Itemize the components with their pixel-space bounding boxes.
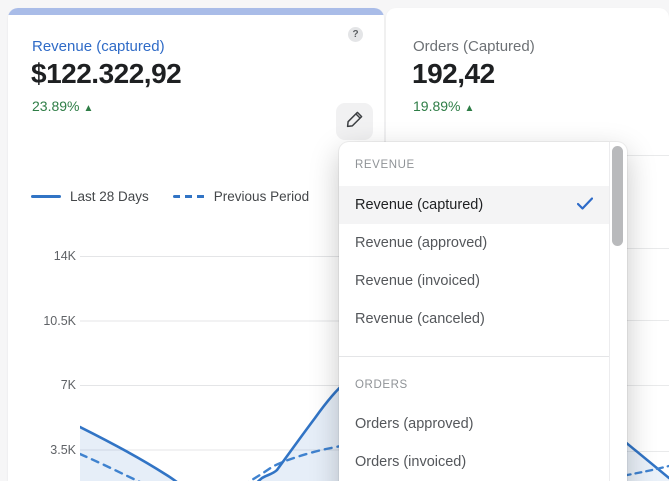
dropdown-section-header-orders: ORDERS xyxy=(355,379,408,391)
previous-series-line xyxy=(80,443,348,481)
option-label: Revenue (invoiced) xyxy=(355,273,480,289)
edit-metric-button[interactable] xyxy=(336,103,373,140)
check-icon xyxy=(576,196,594,214)
revenue-card-title[interactable]: Revenue (captured) xyxy=(32,38,165,55)
legend-dashed-line-icon xyxy=(172,195,205,198)
help-icon[interactable]: ? xyxy=(348,27,363,42)
legend-current-label: Last 28 Days xyxy=(70,189,149,204)
active-card-accent-bar xyxy=(8,8,384,15)
dropdown-option-revenue-canceled[interactable]: Revenue (canceled) xyxy=(339,300,609,338)
orders-card-value: 192,42 xyxy=(412,58,495,89)
dropdown-scrollbar-thumb[interactable] xyxy=(612,146,623,246)
dropdown-scrollbar-track xyxy=(609,142,610,481)
dropdown-section-header-revenue: REVENUE xyxy=(355,159,415,171)
revenue-card-value: $122.322,92 xyxy=(31,58,182,89)
revenue-line-chart xyxy=(80,256,384,481)
trend-up-icon: ▲ xyxy=(464,103,475,114)
chart-gridlines xyxy=(80,256,384,451)
y-tick-7k: 7K xyxy=(60,378,76,392)
legend-previous-label: Previous Period xyxy=(213,189,310,204)
orders-change-percent: 19.89% xyxy=(413,98,461,114)
dropdown-divider xyxy=(339,356,609,357)
revenue-change-percent: 23.89% xyxy=(32,98,80,114)
current-series-line xyxy=(80,380,348,481)
dropdown-option-orders-invoiced[interactable]: Orders (invoiced) xyxy=(339,443,609,481)
metric-card-revenue[interactable]: Revenue (captured) $122.322,92 23.89% ▲ ?… xyxy=(8,8,384,481)
revenue-card-change: 23.89% ▲ xyxy=(32,98,93,114)
dropdown-option-revenue-approved[interactable]: Revenue (approved) xyxy=(339,224,609,262)
option-label: Revenue (canceled) xyxy=(355,311,485,327)
current-series-area xyxy=(80,382,346,481)
y-tick-3k: 3.5K xyxy=(50,443,76,457)
metric-picker-dropdown: REVENUE Revenue (captured) Revenue (appr… xyxy=(339,142,627,481)
dropdown-option-revenue-invoiced[interactable]: Revenue (invoiced) xyxy=(339,262,609,300)
y-tick-10k: 10.5K xyxy=(43,314,76,328)
orders-card-change: 19.89% ▲ xyxy=(413,98,474,114)
option-label: Revenue (approved) xyxy=(355,235,488,251)
option-label: Orders (invoiced) xyxy=(355,454,467,470)
option-label: Revenue (captured) xyxy=(355,197,484,213)
edit-pencil-icon xyxy=(345,109,365,134)
legend-solid-line-icon xyxy=(31,195,61,198)
y-tick-14k: 14K xyxy=(53,249,76,263)
trend-up-icon: ▲ xyxy=(83,103,94,114)
dropdown-option-orders-approved[interactable]: Orders (approved) xyxy=(339,405,609,443)
option-label: Orders (approved) xyxy=(355,416,474,432)
chart-legend: Last 28 Days Previous Period xyxy=(31,189,309,204)
dropdown-option-revenue-captured[interactable]: Revenue (captured) xyxy=(339,186,609,224)
orders-card-title[interactable]: Orders (Captured) xyxy=(413,38,535,55)
